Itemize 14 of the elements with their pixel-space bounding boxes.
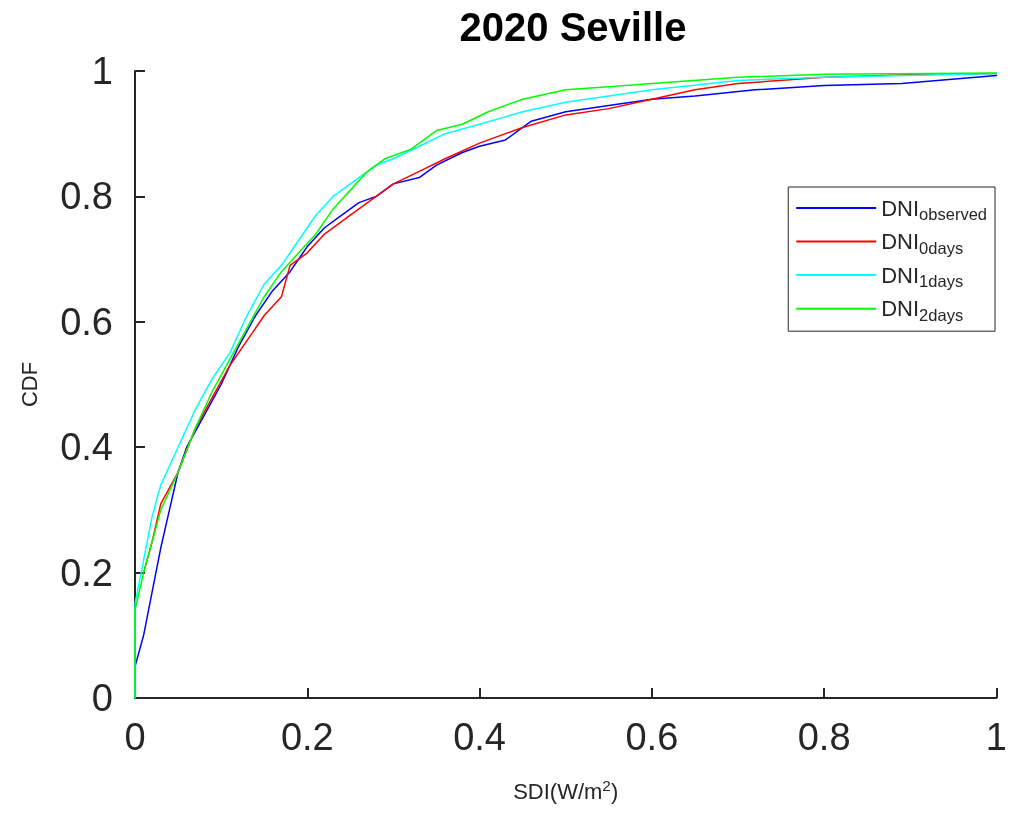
y-tick-label: 0.4 <box>60 426 113 469</box>
y-axis-title: CDF <box>16 361 42 408</box>
chart-title: 2020 Seville <box>459 5 687 49</box>
x-tick-label: 0.4 <box>453 716 506 758</box>
y-tick-label: 0.8 <box>60 175 113 218</box>
y-tick-label: 0 <box>91 677 113 719</box>
x-tick-label: 0.6 <box>625 716 679 758</box>
y-tick-label: 1 <box>91 50 113 92</box>
x-tick-label: 0.8 <box>797 716 851 758</box>
y-tick-label: 0.2 <box>60 551 113 594</box>
x-tick-label: 0 <box>124 716 146 758</box>
x-tick-label: 0.2 <box>280 716 334 758</box>
y-tick-label: 0.6 <box>60 300 113 343</box>
x-tick-label: 1 <box>985 716 1007 758</box>
